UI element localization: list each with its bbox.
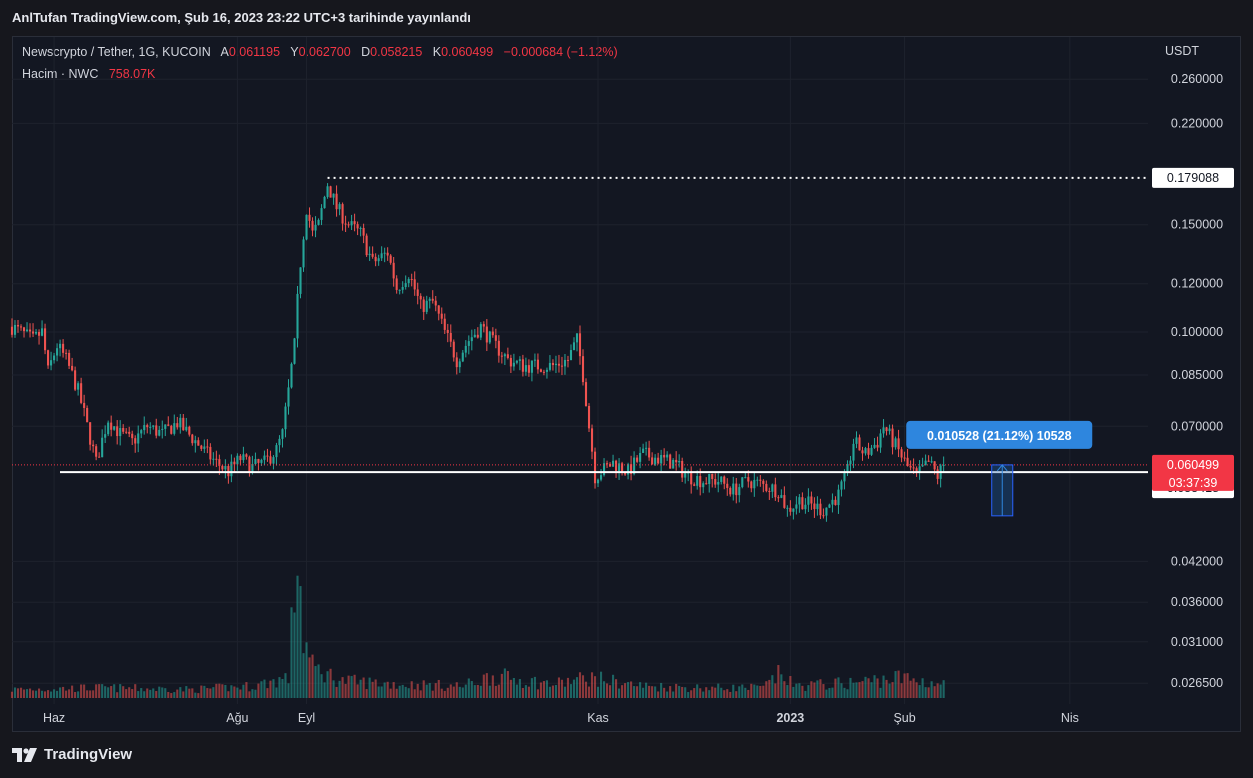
publish-header: AnlTufan TradingView.com, Şub 16, 2023 2… [12, 10, 471, 25]
symbol-name[interactable]: Newscrypto / Tether, 1G, KUCOIN [22, 45, 211, 59]
volume-legend: Hacim · NWC 758.07K [22, 67, 155, 81]
high-label: Y [290, 45, 299, 59]
close-value: 0.060499 [441, 45, 494, 59]
chart-frame[interactable] [12, 36, 1241, 732]
open-label: A [220, 45, 229, 59]
volume-label[interactable]: Hacim · NWC [22, 67, 99, 81]
low-value: 0.058215 [370, 45, 423, 59]
symbol-legend: Newscrypto / Tether, 1G, KUCOIN A0.06119… [22, 45, 618, 59]
volume-value: 758.07K [108, 67, 156, 81]
close-label: K [432, 45, 442, 59]
change-value: −0.000684 (−1.12%) [503, 45, 618, 59]
low-label: D [361, 45, 371, 59]
footer[interactable]: TradingView [12, 746, 132, 763]
open-value: 0.061195 [228, 45, 281, 59]
tradingview-logo-icon [12, 747, 37, 762]
high-value: 0.062700 [298, 45, 351, 59]
brand-name: TradingView [44, 746, 133, 763]
